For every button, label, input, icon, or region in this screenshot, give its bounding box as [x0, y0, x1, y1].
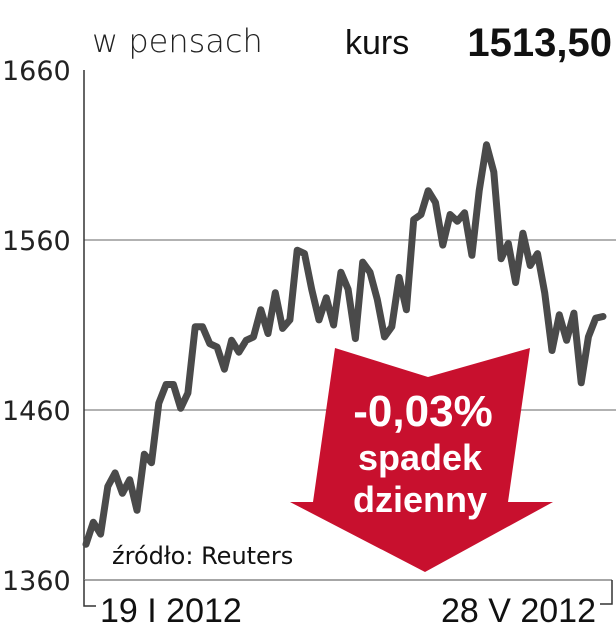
badge-line2: dzienny — [353, 479, 487, 520]
price-label: kurs — [345, 24, 409, 62]
x-axis-bracket-right — [600, 580, 613, 605]
price-line — [82, 141, 607, 548]
badge-line1: spadek — [358, 437, 483, 478]
y-tick-label: 1460 — [2, 396, 71, 427]
unit-label: w pensach — [92, 22, 263, 60]
down-arrow-badge — [290, 348, 553, 572]
source-label: źródło: Reuters — [112, 542, 293, 570]
y-tick-label: 1560 — [2, 226, 71, 257]
x-tick-end: 28 V 2012 — [441, 592, 596, 630]
y-tick-label: 1360 — [2, 566, 71, 597]
y-tick-label: 1660 — [2, 56, 71, 87]
x-axis-bracket-left — [83, 580, 96, 607]
x-tick-start: 19 I 2012 — [100, 592, 242, 630]
change-percent: -0,03% — [353, 387, 492, 436]
price-value: 1513,50 — [467, 21, 612, 65]
